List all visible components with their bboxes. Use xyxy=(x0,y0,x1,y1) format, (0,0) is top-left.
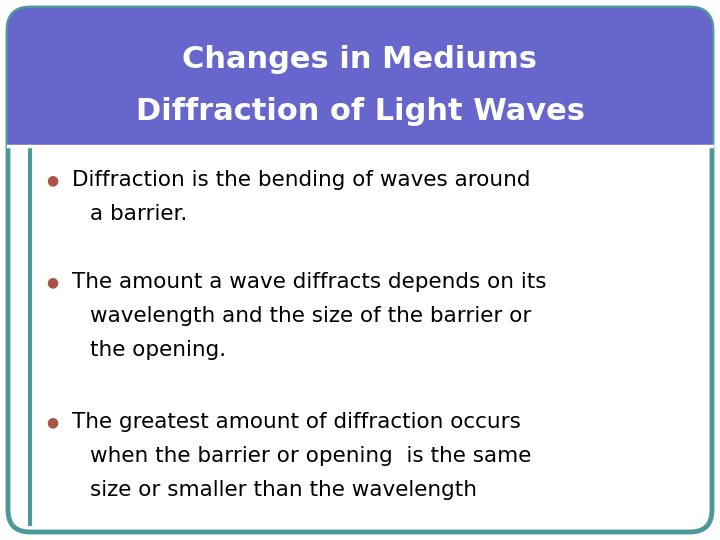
Text: the opening.: the opening. xyxy=(90,340,226,360)
Text: wavelength and the size of the barrier or: wavelength and the size of the barrier o… xyxy=(90,306,531,326)
Text: Diffraction of Light Waves: Diffraction of Light Waves xyxy=(135,98,585,126)
Text: The greatest amount of diffraction occurs: The greatest amount of diffraction occur… xyxy=(72,412,521,432)
Text: The amount a wave diffracts depends on its: The amount a wave diffracts depends on i… xyxy=(72,272,546,292)
FancyBboxPatch shape xyxy=(8,8,712,532)
FancyBboxPatch shape xyxy=(8,8,712,146)
Text: ●: ● xyxy=(46,173,58,187)
Text: ●: ● xyxy=(46,415,58,429)
Text: a barrier.: a barrier. xyxy=(90,204,187,224)
Text: size or smaller than the wavelength: size or smaller than the wavelength xyxy=(90,480,477,500)
Bar xyxy=(8,77,712,146)
Text: Diffraction is the bending of waves around: Diffraction is the bending of waves arou… xyxy=(72,170,531,190)
Text: Changes in Mediums: Changes in Mediums xyxy=(182,45,538,75)
Text: when the barrier or opening  is the same: when the barrier or opening is the same xyxy=(90,446,531,466)
Text: ●: ● xyxy=(46,275,58,289)
